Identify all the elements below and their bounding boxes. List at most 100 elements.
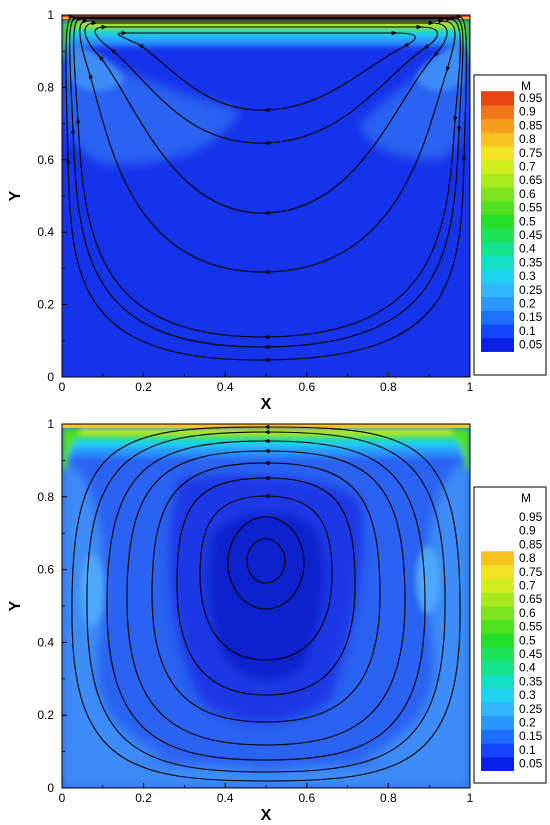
contour-level-0.05 xyxy=(62,15,470,377)
legend-swatch xyxy=(481,228,514,243)
legend-level-label: 0.8 xyxy=(519,132,536,146)
y-tick-label: 0.6 xyxy=(37,563,54,577)
streamline xyxy=(126,451,406,746)
streamline xyxy=(176,478,356,696)
contour-level-0.2-regions xyxy=(80,546,440,626)
legend-level-label: 0.7 xyxy=(519,160,536,174)
y-tick-label: 0 xyxy=(47,370,54,384)
legend-swatch xyxy=(481,688,514,703)
legend-swatch xyxy=(481,159,514,174)
legend-level-label: 0.5 xyxy=(519,214,536,228)
legend-level-label: 0.35 xyxy=(519,674,543,688)
legend-swatch xyxy=(481,324,514,339)
axes-2: 0 0.2 0.4 0.6 0.8 1 0 0.2 0.4 0.6 0.8 1 X Y xyxy=(7,417,474,824)
y-tick-label: 0.6 xyxy=(37,153,54,167)
legend-level-label: 0.15 xyxy=(519,310,543,324)
legend-swatch xyxy=(481,756,514,771)
legend-level-label: 0.65 xyxy=(519,592,543,606)
legend-level-label: 0.6 xyxy=(519,606,536,620)
legend-swatch xyxy=(481,269,514,284)
legend-level-label: 0.75 xyxy=(519,565,543,579)
x-axis-label: X xyxy=(261,396,272,413)
y-tick-label: 0.2 xyxy=(37,708,54,722)
y-axis-label: Y xyxy=(7,190,24,201)
legend-level-label: 0.45 xyxy=(519,228,543,242)
legend-swatch xyxy=(481,282,514,298)
legend-swatch xyxy=(481,619,514,634)
x-tick-label: 0.2 xyxy=(135,380,152,394)
legend-level-label: 0.9 xyxy=(519,524,536,538)
x-tick-label: 1 xyxy=(467,380,474,394)
legend-swatch xyxy=(481,674,514,689)
legend-level-label: 0.1 xyxy=(519,324,536,338)
y-tick-label: 0.4 xyxy=(37,635,54,649)
legend-level-label: 0.2 xyxy=(519,716,536,730)
legend-level-label: 0.05 xyxy=(519,757,543,771)
legend-swatch xyxy=(481,118,514,133)
legend-level-label: 0.3 xyxy=(519,688,536,702)
contour-level-0.15-regions xyxy=(62,460,470,788)
legend-level-label: 0.35 xyxy=(519,255,543,269)
legend-swatch xyxy=(481,187,514,202)
legend-level-label: 0.85 xyxy=(519,537,543,551)
streamline xyxy=(151,463,381,723)
legend-swatch xyxy=(481,132,514,147)
legend-swatch xyxy=(481,337,514,352)
legend-level-label: 0.95 xyxy=(519,91,543,105)
x-axis-label: X xyxy=(261,807,272,824)
legend-swatch xyxy=(481,91,514,106)
legend-swatch xyxy=(481,310,514,325)
legend-level-label: 0.4 xyxy=(519,242,536,256)
legend-swatch xyxy=(481,729,514,744)
legend-swatch xyxy=(481,296,514,311)
y-tick-label: 1 xyxy=(47,8,54,22)
x-tick-label: 1 xyxy=(467,791,474,805)
x-tick-label: 0 xyxy=(59,380,66,394)
contour-field-1 xyxy=(62,15,470,377)
legend-title: M xyxy=(521,491,531,505)
legend-level-label: 0.7 xyxy=(519,579,536,593)
legend-swatch xyxy=(481,660,514,676)
streamlines-1 xyxy=(66,17,467,360)
legend-level-label: 0.6 xyxy=(519,187,536,201)
x-tick-label: 0.6 xyxy=(298,791,315,805)
legend-swatch xyxy=(481,715,514,730)
y-tick-label: 1 xyxy=(47,417,54,431)
legend-swatch xyxy=(481,578,514,593)
legend-swatch xyxy=(481,592,514,607)
legend-level-label: 0.85 xyxy=(519,118,543,132)
legend-swatch xyxy=(481,200,514,215)
legend-level-label: 0.25 xyxy=(519,283,543,297)
legend-level-label: 0.05 xyxy=(519,338,543,352)
legend-level-label: 0.65 xyxy=(519,173,543,187)
y-tick-label: 0.2 xyxy=(37,298,54,312)
legend-swatch xyxy=(481,104,514,120)
legend-swatch xyxy=(481,743,514,758)
y-tick-label: 0 xyxy=(47,781,54,795)
legend-level-label: 0.25 xyxy=(519,702,543,716)
legend-level-label: 0.8 xyxy=(519,551,536,565)
streamline xyxy=(66,17,467,360)
legend-level-label: 0.75 xyxy=(519,146,543,160)
legend-level-label: 0.9 xyxy=(519,105,536,119)
legend-level-label: 0.1 xyxy=(519,743,536,757)
x-tick-label: 0 xyxy=(59,791,66,805)
legend-swatch xyxy=(481,564,514,580)
x-tick-label: 0.2 xyxy=(135,791,152,805)
legend-swatch xyxy=(481,647,514,662)
legend-swatch xyxy=(481,241,514,257)
x-tick-label: 0.4 xyxy=(217,380,234,394)
streamline xyxy=(199,496,333,661)
x-tick-label: 0.6 xyxy=(298,380,315,394)
legend-1: M 0.050.10.150.20.250.30.350.40.450.50.55… xyxy=(473,74,547,376)
legend-level-label: 0.3 xyxy=(519,269,536,283)
streamline xyxy=(227,516,305,610)
legend-swatch xyxy=(481,701,514,717)
legend-2: M 0.050.10.150.20.250.30.350.40.450.50.55… xyxy=(473,486,547,784)
legend-swatch xyxy=(481,173,514,188)
legend-swatch xyxy=(481,145,514,161)
contour-level-0.05-core xyxy=(169,475,363,723)
